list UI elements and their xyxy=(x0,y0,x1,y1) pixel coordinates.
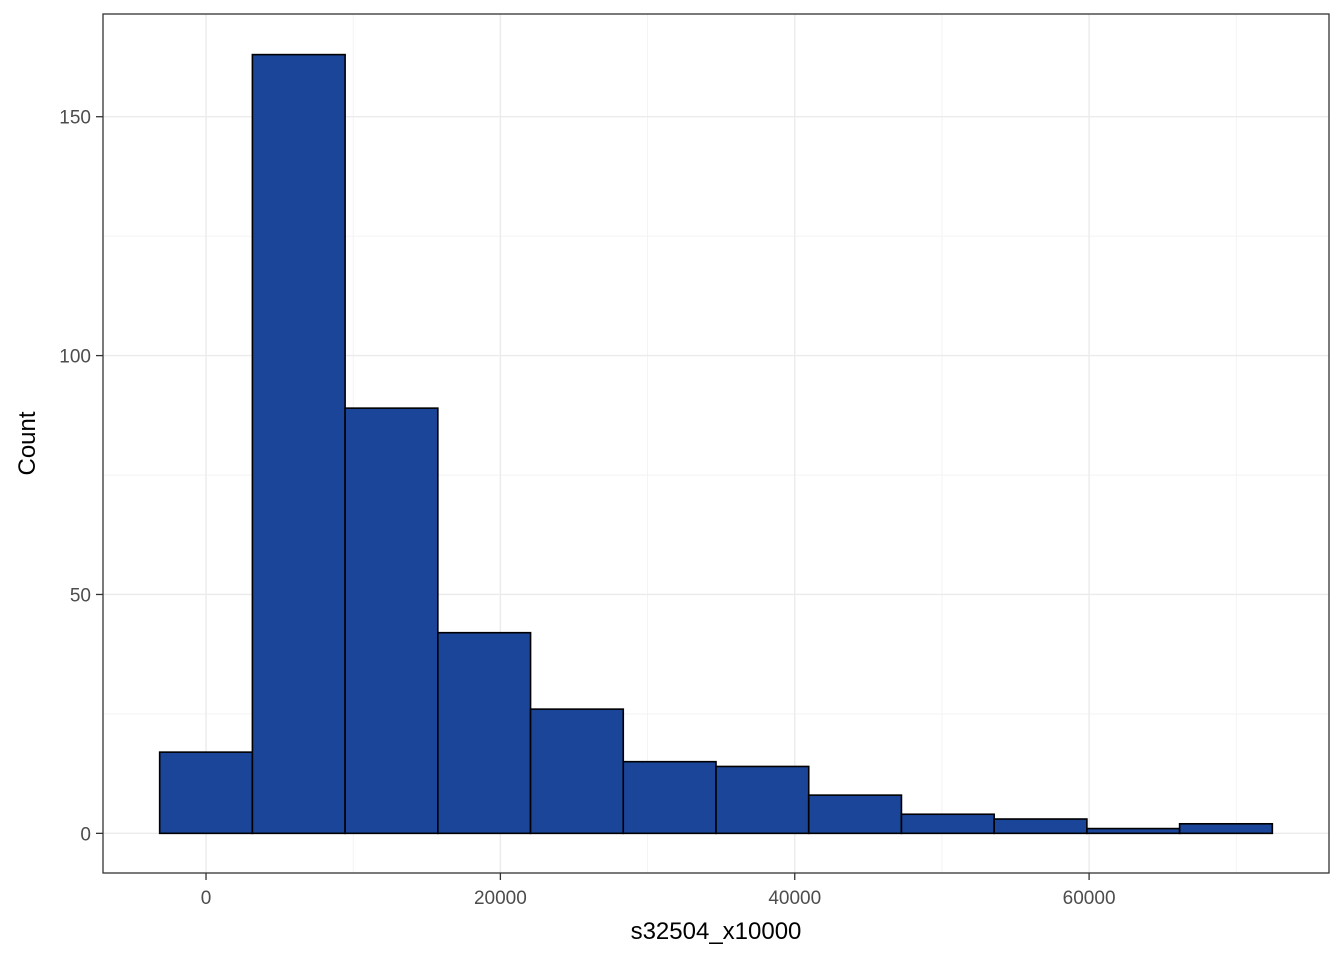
histogram-bar xyxy=(715,765,810,835)
histogram-bar xyxy=(622,760,717,835)
y-tick-label: 50 xyxy=(70,585,91,606)
x-tick-label: 0 xyxy=(201,888,212,909)
y-tick-label: 150 xyxy=(59,108,91,129)
histogram-bar xyxy=(251,53,346,835)
minor-gridlines xyxy=(103,14,1329,873)
x-axis: 0 20000 40000 60000 xyxy=(201,873,1116,909)
histogram-bars xyxy=(158,53,1274,835)
y-tick-label: 0 xyxy=(80,824,91,845)
y-tick-label: 100 xyxy=(59,347,91,368)
y-axis: 0 50 100 150 xyxy=(59,108,103,845)
histogram-bar xyxy=(993,818,1088,835)
histogram-bar xyxy=(1086,827,1181,835)
histogram-bar xyxy=(344,407,439,835)
histogram-bar xyxy=(900,813,995,835)
histogram-bar xyxy=(158,751,254,835)
histogram-bar xyxy=(529,708,625,835)
y-axis-title: Count xyxy=(14,411,41,475)
histogram-bar xyxy=(807,794,903,835)
x-tick-label: 60000 xyxy=(1063,888,1116,909)
panel-border xyxy=(102,13,1330,874)
histogram-bar xyxy=(437,631,532,835)
histogram-bar xyxy=(1178,822,1274,835)
x-axis-title: s32504_x10000 xyxy=(631,918,802,945)
x-tick-label: 20000 xyxy=(474,888,527,909)
x-tick-label: 40000 xyxy=(768,888,821,909)
